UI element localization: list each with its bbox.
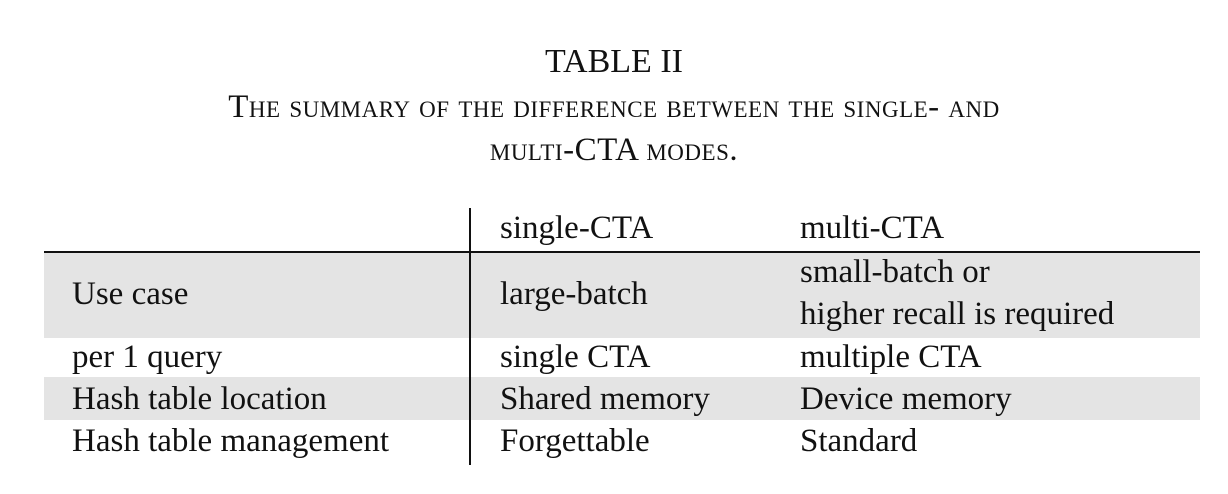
row-label-hash-location: Hash table location xyxy=(72,381,327,417)
row-label-hash-management: Hash table management xyxy=(72,423,390,459)
column-divider xyxy=(469,208,471,465)
cell-hash-location-multi: Device memory xyxy=(800,381,1012,417)
header-cell-single-cta: single-CTA xyxy=(500,210,654,246)
cell-per-query-single: single CTA xyxy=(500,339,651,375)
header-rule xyxy=(44,251,1200,253)
caption-line-1: The summary of the difference between th… xyxy=(228,89,1000,125)
cell-hash-location-single: Shared memory xyxy=(500,381,710,417)
cell-use-case-multi-line-1: small-batch or xyxy=(800,254,990,290)
row-shade-hash-location xyxy=(44,377,1200,420)
header-cell-multi-cta: multi-CTA xyxy=(800,210,945,246)
cell-use-case-single: large-batch xyxy=(500,276,648,312)
cell-use-case-multi-line-2: higher recall is required xyxy=(800,296,1115,332)
row-shade-use-case xyxy=(44,253,1200,338)
cell-hash-management-multi: Standard xyxy=(800,423,918,459)
row-label-per-query: per 1 query xyxy=(72,339,223,375)
row-label-use-case: Use case xyxy=(72,276,189,312)
table-number: TABLE II xyxy=(545,43,683,80)
cell-hash-management-single: Forgettable xyxy=(500,423,650,459)
cell-per-query-multi: multiple CTA xyxy=(800,339,982,375)
caption-line-2: multi-CTA modes. xyxy=(489,132,739,168)
